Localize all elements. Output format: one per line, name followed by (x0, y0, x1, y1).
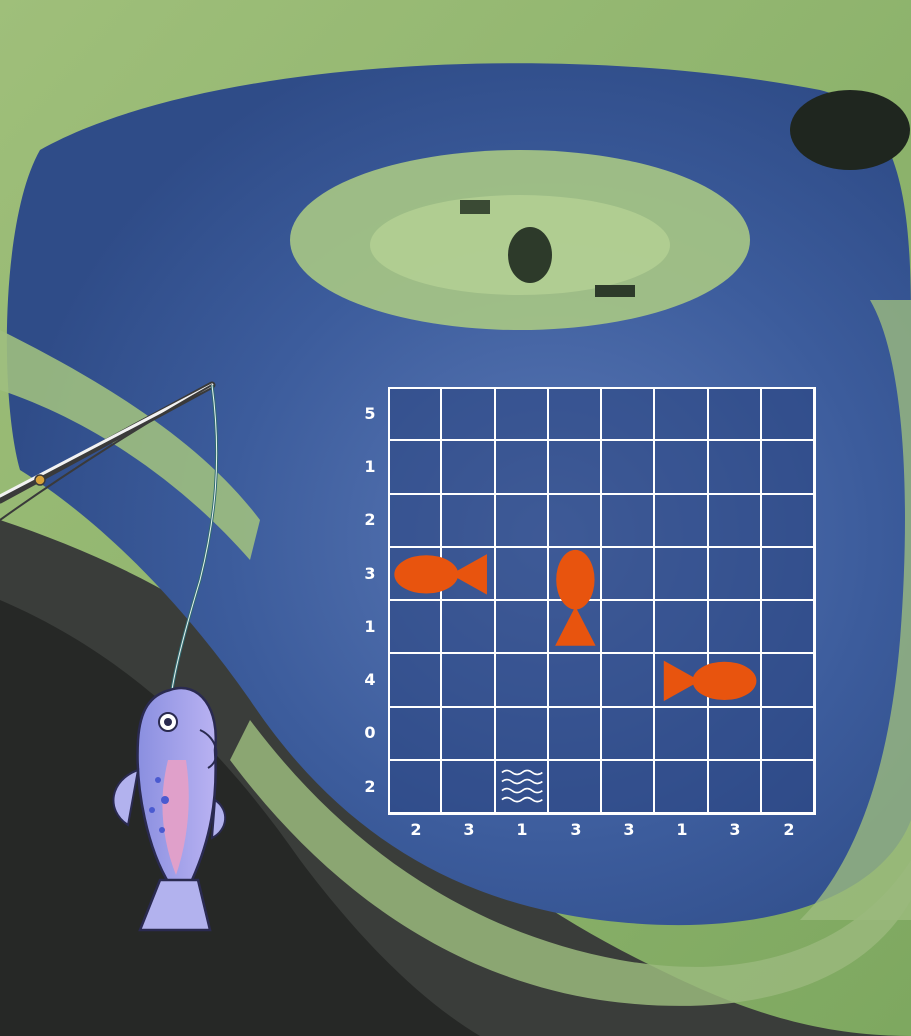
grid-cell-r0-c1[interactable] (442, 388, 496, 442)
grid-cell-r0-c6[interactable] (708, 388, 762, 442)
grid-cell-r3-c6[interactable] (708, 547, 762, 601)
grid-cell-r7-c0[interactable] (389, 760, 443, 814)
grid-cell-r2-c7[interactable] (761, 494, 815, 548)
row-clue: 1 (364, 457, 376, 476)
column-clue: 3 (570, 820, 582, 839)
grid-cell-r3-c1[interactable] (442, 547, 496, 601)
grid-cell-r7-c7[interactable] (761, 760, 815, 814)
column-clue: 2 (783, 820, 795, 839)
grid-cell-r1-c0[interactable] (389, 441, 443, 495)
row-clue: 5 (364, 404, 376, 423)
grid-cell-r0-c0[interactable] (389, 388, 443, 442)
grid-cell-r0-c4[interactable] (602, 388, 656, 442)
grid-cell-r2-c4[interactable] (602, 494, 656, 548)
grid-cell-r6-c0[interactable] (389, 707, 443, 761)
puzzle-grid (389, 388, 815, 814)
column-clue: 3 (623, 820, 635, 839)
grid-cell-r6-c1[interactable] (442, 707, 496, 761)
grid-cell-r3-c2[interactable] (495, 547, 549, 601)
grid-cell-r1-c5[interactable] (655, 441, 709, 495)
grid-cell-r7-c6[interactable] (708, 760, 762, 814)
row-clue: 4 (364, 670, 376, 689)
grid-cell-r4-c7[interactable] (761, 601, 815, 655)
grid-cell-r3-c5[interactable] (655, 547, 709, 601)
grid-cell-r5-c1[interactable] (442, 654, 496, 708)
hooked-fish-icon (112, 686, 227, 932)
grid-cell-r7-c2[interactable] (495, 760, 549, 814)
grid-cell-r5-c2[interactable] (495, 654, 549, 708)
row-clue: 1 (364, 617, 376, 636)
grid-cell-r6-c6[interactable] (708, 707, 762, 761)
grid-cell-r3-c3[interactable] (548, 547, 602, 601)
row-clue: 2 (364, 510, 376, 529)
grid-cell-r1-c2[interactable] (495, 441, 549, 495)
grid-cell-r4-c6[interactable] (708, 601, 762, 655)
grid-cell-r1-c1[interactable] (442, 441, 496, 495)
grid-cell-r4-c4[interactable] (602, 601, 656, 655)
grid-cell-r5-c7[interactable] (761, 654, 815, 708)
grid-cell-r0-c2[interactable] (495, 388, 549, 442)
grid-cell-r4-c5[interactable] (655, 601, 709, 655)
grid-cell-r2-c6[interactable] (708, 494, 762, 548)
grid-cell-r0-c3[interactable] (548, 388, 602, 442)
grid-cell-r6-c7[interactable] (761, 707, 815, 761)
column-clue: 1 (516, 820, 528, 839)
grid-cell-r2-c1[interactable] (442, 494, 496, 548)
grid-cell-r1-c7[interactable] (761, 441, 815, 495)
grid-cell-r3-c0[interactable] (389, 547, 443, 601)
grid-cell-r1-c4[interactable] (602, 441, 656, 495)
grid-cell-r7-c4[interactable] (602, 760, 656, 814)
grid-cell-r6-c5[interactable] (655, 707, 709, 761)
grid-cell-r4-c1[interactable] (442, 601, 496, 655)
grid-cell-r2-c5[interactable] (655, 494, 709, 548)
grid-cell-r5-c3[interactable] (548, 654, 602, 708)
grid-cell-r6-c3[interactable] (548, 707, 602, 761)
column-clue: 2 (410, 820, 422, 839)
grid-cell-r5-c5[interactable] (655, 654, 709, 708)
grid-cell-r2-c0[interactable] (389, 494, 443, 548)
column-clue: 1 (676, 820, 688, 839)
grid-cell-r3-c7[interactable] (761, 547, 815, 601)
grid-cell-r1-c6[interactable] (708, 441, 762, 495)
grid-cell-r1-c3[interactable] (548, 441, 602, 495)
grid-cell-r0-c7[interactable] (761, 388, 815, 442)
grid-cell-r6-c2[interactable] (495, 707, 549, 761)
grid-cell-r7-c1[interactable] (442, 760, 496, 814)
grid-cell-r0-c5[interactable] (655, 388, 709, 442)
grid-cell-r6-c4[interactable] (602, 707, 656, 761)
grid-cell-r5-c6[interactable] (708, 654, 762, 708)
grid-cell-r7-c5[interactable] (655, 760, 709, 814)
fishing-rod-icon (0, 381, 219, 691)
grid-cell-r5-c4[interactable] (602, 654, 656, 708)
grid-cell-r2-c3[interactable] (548, 494, 602, 548)
row-clue: 2 (364, 777, 376, 796)
grid-cell-r4-c0[interactable] (389, 601, 443, 655)
column-clue: 3 (463, 820, 475, 839)
grid-cell-r5-c0[interactable] (389, 654, 443, 708)
grid-cell-r4-c2[interactable] (495, 601, 549, 655)
grid-cell-r3-c4[interactable] (602, 547, 656, 601)
row-clue: 3 (364, 564, 376, 583)
grid-cell-r2-c2[interactable] (495, 494, 549, 548)
grid-cell-r7-c3[interactable] (548, 760, 602, 814)
column-clue: 3 (729, 820, 741, 839)
grid-cell-r4-c3[interactable] (548, 601, 602, 655)
row-clue: 0 (364, 723, 376, 742)
